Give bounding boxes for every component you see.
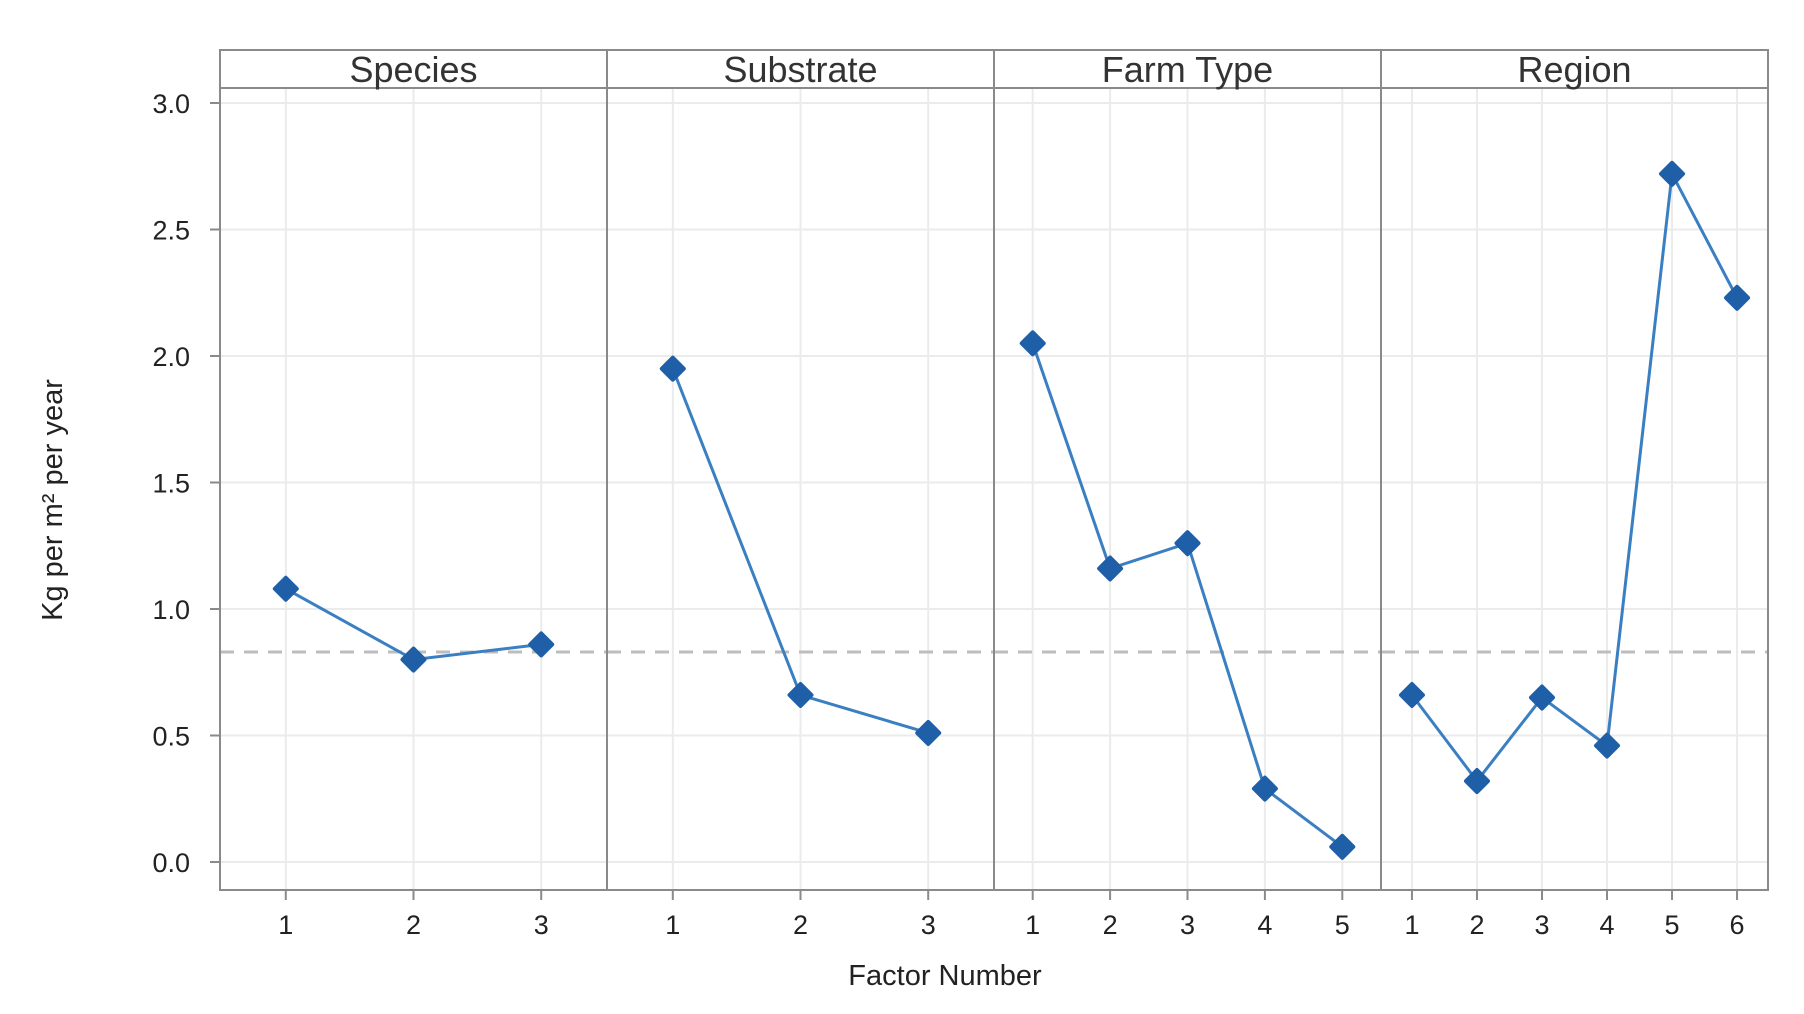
data-point [400, 646, 427, 673]
x-tick-label: 5 [1335, 910, 1350, 940]
x-tick-label: 2 [793, 910, 808, 940]
x-tick-label: 3 [534, 910, 549, 940]
y-tick-label: 1.5 [152, 469, 190, 499]
x-tick-label: 3 [1180, 910, 1195, 940]
series-line [1410, 168, 1739, 784]
data-point [1659, 160, 1686, 187]
y-tick-label: 0.5 [152, 722, 190, 752]
panel-strip [219, 49, 608, 89]
panel-title: Farm Type [1102, 49, 1273, 90]
y-tick-label: 1.0 [152, 595, 190, 625]
x-axis-title: Factor Number [848, 960, 1042, 992]
data-point [1329, 833, 1356, 860]
x-tick-label: 4 [1599, 910, 1614, 940]
data-point [1097, 555, 1124, 582]
x-tick-label: 1 [278, 910, 293, 940]
x-tick-label: 3 [921, 910, 936, 940]
data-point [1251, 775, 1278, 802]
data-point [1528, 684, 1555, 711]
x-tick-label: 4 [1257, 910, 1272, 940]
data-point [1463, 768, 1490, 795]
x-tick-label: 1 [665, 910, 680, 940]
x-tick-label: 3 [1534, 910, 1549, 940]
x-tick-label: 6 [1730, 910, 1745, 940]
x-tick-label: 2 [1469, 910, 1484, 940]
panel-strip [1380, 49, 1769, 89]
data-point [915, 719, 942, 746]
series-layer [272, 160, 1751, 860]
panel-title: Region [1517, 49, 1631, 90]
x-tick-label: 2 [406, 910, 421, 940]
data-point [659, 355, 686, 382]
y-tick-label: 0.0 [152, 848, 190, 878]
data-point [528, 631, 555, 658]
panel-title: Species [349, 49, 477, 90]
x-tick-label: 1 [1025, 910, 1040, 940]
frame-layer [210, 49, 1769, 900]
x-tick-label: 5 [1665, 910, 1680, 940]
y-axis-title: Kg per m² per year [37, 379, 69, 621]
panel-frame [1380, 49, 1769, 891]
data-point [787, 682, 814, 709]
data-point [272, 575, 299, 602]
data-point [1174, 530, 1201, 557]
y-tick-label: 2.5 [152, 216, 190, 246]
data-point [1594, 732, 1621, 759]
x-tick-label: 1 [1404, 910, 1419, 940]
data-point [1019, 330, 1046, 357]
y-tick-label: 2.0 [152, 342, 190, 372]
y-tick-label: 3.0 [152, 89, 190, 119]
panel-title: Substrate [723, 49, 877, 90]
data-point [1398, 682, 1425, 709]
data-point [1724, 284, 1751, 311]
x-tick-label: 2 [1103, 910, 1118, 940]
panel-strip [993, 49, 1382, 89]
panel-strip [606, 49, 995, 89]
label-layer: 0.0 0.5 1.0 1.5 2.0 2.5 3.0 1 2 3 Species 1 2 3 Substr… [152, 49, 1744, 940]
